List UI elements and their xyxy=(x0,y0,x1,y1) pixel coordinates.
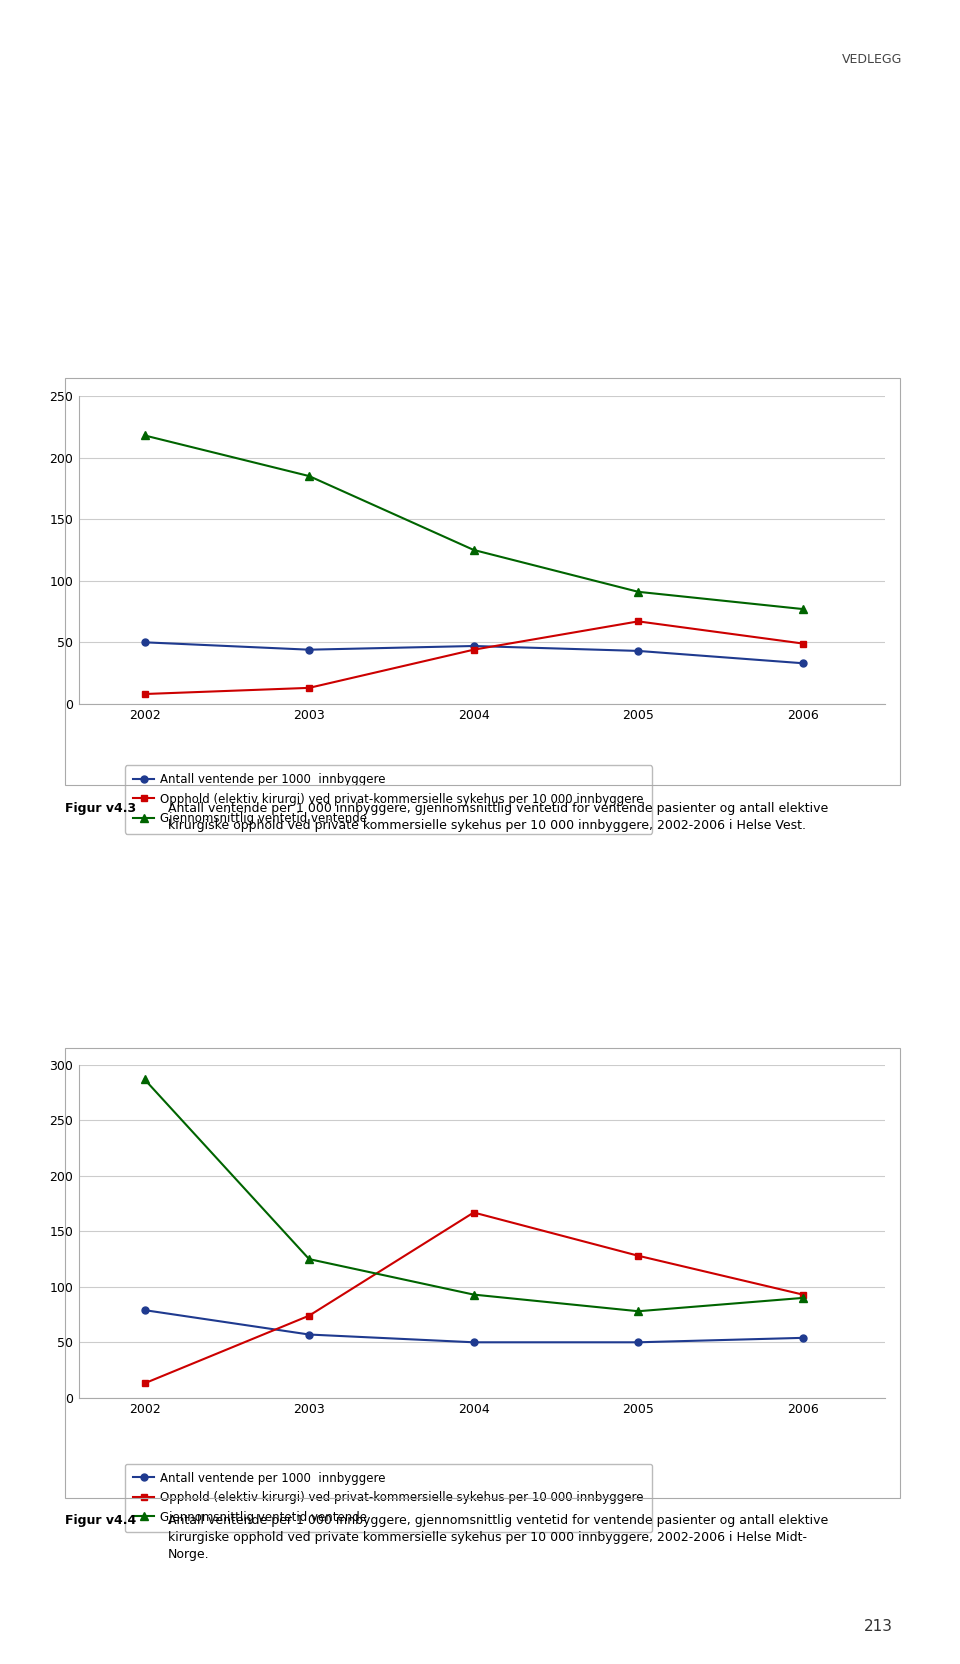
Text: Antall ventende per 1 000 innbyggere, gjennomsnittlig ventetid for ventende pasi: Antall ventende per 1 000 innbyggere, gj… xyxy=(168,802,828,832)
Text: Figur v4.3: Figur v4.3 xyxy=(65,802,136,815)
Legend: Antall ventende per 1000  innbyggere, Opphold (elektiv kirurgi) ved privat-komme: Antall ventende per 1000 innbyggere, Opp… xyxy=(125,1464,652,1533)
Text: Figur v4.4: Figur v4.4 xyxy=(65,1514,136,1528)
Text: 213: 213 xyxy=(864,1619,893,1634)
Text: VEDLEGG: VEDLEGG xyxy=(842,53,902,67)
Legend: Antall ventende per 1000  innbyggere, Opphold (elektiv kirurgi) ved privat-komme: Antall ventende per 1000 innbyggere, Opp… xyxy=(125,765,652,834)
Text: Antall ventende per 1 000 innbyggere, gjennomsnittlig ventetid for ventende pasi: Antall ventende per 1 000 innbyggere, gj… xyxy=(168,1514,828,1561)
